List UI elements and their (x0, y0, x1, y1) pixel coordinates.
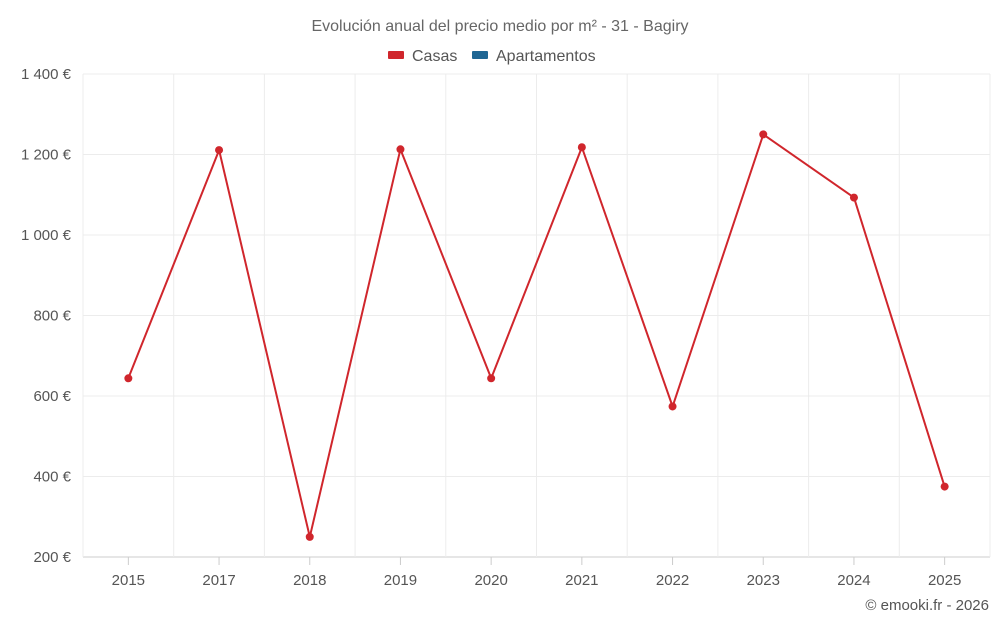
x-gridlines (82, 74, 991, 557)
data-point-casas[interactable] (487, 374, 496, 383)
x-tick-label: 2018 (293, 572, 326, 589)
legend-item-apartamentos[interactable]: Apartamentos (472, 48, 596, 65)
legend-swatch-casas (388, 51, 404, 59)
x-tick-label: 2015 (112, 572, 145, 589)
y-tick-label: 200 € (33, 549, 71, 566)
x-tick-label: 2019 (384, 572, 417, 589)
x-axis: 2015 2017 2018 2019 2020 2021 2022 2023 2024 2025 (112, 557, 961, 589)
credit-text: © emooki.fr - 2026 (865, 597, 989, 614)
series-line-casas (127, 133, 946, 538)
legend-swatch-apartamentos (472, 51, 488, 59)
y-tick-label: 400 € (33, 469, 71, 486)
chart-title: Evolución anual del precio medio por m² … (311, 18, 688, 35)
x-tick-label: 2024 (837, 572, 870, 589)
y-tick-label: 1 200 € (21, 147, 72, 164)
data-point-casas[interactable] (849, 193, 858, 202)
y-tick-label: 800 € (33, 308, 71, 325)
x-tick-label: 2020 (474, 572, 507, 589)
data-point-casas[interactable] (940, 482, 949, 491)
data-point-casas[interactable] (577, 143, 586, 152)
data-point-casas[interactable] (396, 145, 405, 154)
y-tick-label: 1 000 € (21, 227, 72, 244)
data-point-casas[interactable] (668, 402, 677, 411)
x-tick-label: 2021 (565, 572, 598, 589)
y-tick-label: 1 400 € (21, 66, 72, 83)
data-point-casas[interactable] (215, 146, 224, 155)
legend-item-casas[interactable]: Casas (388, 48, 457, 65)
x-tick-label: 2023 (747, 572, 780, 589)
y-tick-label: 600 € (33, 388, 71, 405)
x-tick-label: 2022 (656, 572, 689, 589)
data-point-casas[interactable] (759, 130, 768, 139)
series-layer (124, 130, 949, 541)
legend: Casas Apartamentos (388, 48, 596, 65)
y-axis: 200 € 400 € 600 € 800 € 1 000 € 1 200 € 1 400 … (21, 66, 72, 566)
x-tick-label: 2017 (202, 572, 235, 589)
data-point-casas[interactable] (305, 532, 314, 541)
data-point-casas[interactable] (124, 374, 133, 383)
x-tick-label: 2025 (928, 572, 961, 589)
legend-label-apartamentos: Apartamentos (496, 48, 596, 65)
legend-label-casas: Casas (412, 48, 457, 65)
